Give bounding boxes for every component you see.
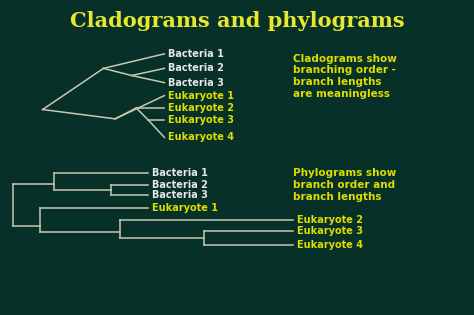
Text: Eukaryote 4: Eukaryote 4 [297, 240, 363, 250]
Text: Eukaryote 3: Eukaryote 3 [297, 226, 363, 236]
Text: Bacteria 2: Bacteria 2 [168, 63, 224, 73]
Text: Phylograms show
branch order and
branch lengths: Phylograms show branch order and branch … [293, 168, 397, 202]
Text: Cladograms show
branching order -
branch lengths
are meaningless: Cladograms show branching order - branch… [293, 54, 397, 99]
Text: Eukaryote 1: Eukaryote 1 [168, 91, 234, 100]
Text: Bacteria 1: Bacteria 1 [152, 168, 208, 178]
Text: Eukaryote 3: Eukaryote 3 [168, 115, 234, 125]
Text: Eukaryote 4: Eukaryote 4 [168, 132, 234, 142]
Text: Bacteria 3: Bacteria 3 [152, 190, 208, 200]
Text: Eukaryote 2: Eukaryote 2 [297, 215, 363, 225]
Text: Bacteria 1: Bacteria 1 [168, 49, 224, 59]
Text: Cladograms and phylograms: Cladograms and phylograms [70, 10, 404, 31]
Text: Bacteria 3: Bacteria 3 [168, 77, 224, 88]
Text: Bacteria 2: Bacteria 2 [152, 180, 208, 190]
Text: Eukaryote 1: Eukaryote 1 [152, 203, 218, 213]
Text: Eukaryote 2: Eukaryote 2 [168, 103, 234, 113]
